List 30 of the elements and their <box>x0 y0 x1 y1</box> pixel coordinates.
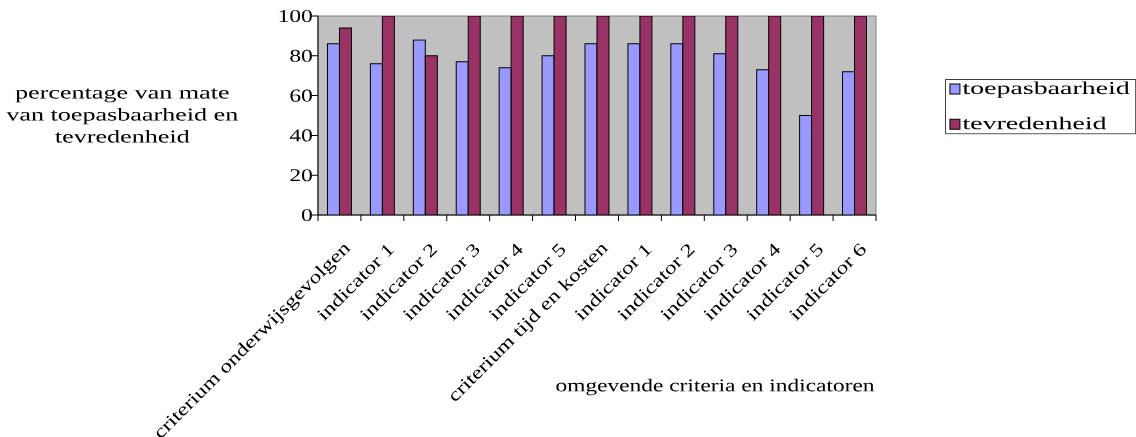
bar <box>670 43 683 215</box>
bar <box>456 61 469 215</box>
bar <box>327 43 340 215</box>
bar <box>768 16 781 215</box>
bar <box>499 67 512 215</box>
bar <box>468 16 481 215</box>
bar <box>725 16 738 215</box>
bar <box>511 16 524 215</box>
bar <box>756 69 769 215</box>
legend-label: toepasbaarheid <box>962 81 1130 98</box>
bar <box>370 63 383 215</box>
bar <box>682 16 695 215</box>
y-tick-label: 40 <box>289 129 312 142</box>
bar <box>713 53 726 215</box>
y-tick-label: 20 <box>290 169 312 182</box>
bar <box>854 16 868 215</box>
y-tick-label: 80 <box>290 49 312 62</box>
y-tick-label: 60 <box>290 89 312 102</box>
bar <box>339 27 352 215</box>
bar <box>799 115 812 215</box>
y-tick-label: 0 <box>301 208 312 222</box>
bar <box>425 55 438 215</box>
bar <box>811 16 824 215</box>
bar <box>382 16 395 215</box>
x-axis-title: omgevende criteria en indicatoren <box>556 378 875 396</box>
legend-label: tevredenheid <box>962 116 1107 130</box>
y-axis-title: percentage van mate van toepasbaarheid en tevredenheid <box>6 88 238 143</box>
bar <box>413 39 426 215</box>
y-tick-label: 100 <box>279 9 312 23</box>
bar <box>842 71 856 215</box>
